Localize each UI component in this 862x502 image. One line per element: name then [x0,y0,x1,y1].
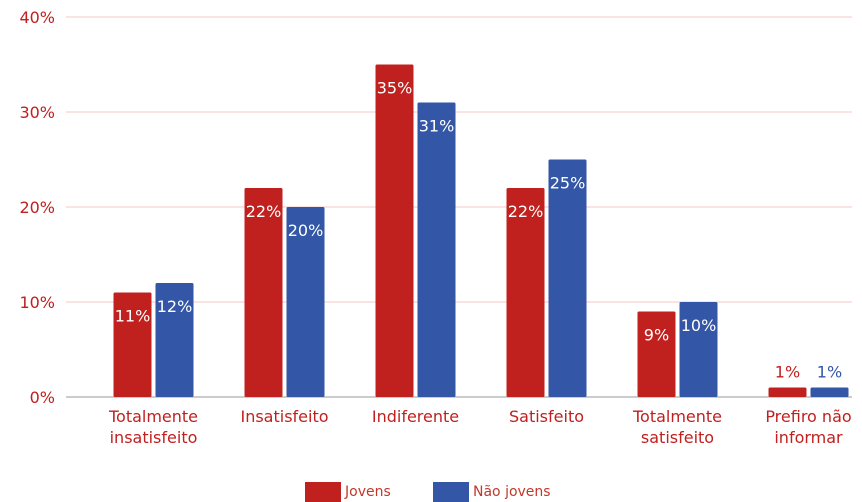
y-axis: 0% 10% 20% 30% 40% [19,8,55,407]
data-label: 31% [419,117,455,136]
legend-swatch-nao-jovens [433,482,469,502]
bar [810,387,849,397]
y-tick-label: 20% [19,198,55,217]
bar [113,292,152,397]
y-tick-label: 10% [19,293,55,312]
bar [637,311,676,397]
bar [768,387,807,397]
data-label: 9% [644,326,669,345]
data-label: 1% [775,363,800,382]
bar [375,64,414,397]
legend-item-jovens: Jovens [305,482,391,502]
data-label: 25% [550,174,586,193]
bar-labels: 11% 12% 22% 20% 35% 31% 22% 25% 9% 10% 1% 1% [115,79,842,382]
data-label: 1% [817,363,842,382]
x-axis: Totalmente insatisfeito Insatisfeito Indife… [108,407,852,447]
data-label: 11% [115,307,151,326]
x-tick-label: Satisfeito [509,407,584,426]
x-tick-label: Totalmente satisfeito [632,407,722,447]
data-label: 22% [246,202,282,221]
x-tick-label: Indiferente [372,407,459,426]
bar [417,102,456,397]
bar [679,302,718,397]
data-label: 20% [288,221,324,240]
bar [548,159,587,397]
x-tick-label: Insatisfeito [240,407,328,426]
data-label: 10% [681,316,717,335]
legend-swatch-jovens [305,482,341,502]
data-label: 12% [157,297,193,316]
x-tick-label: Prefiro não informar [765,407,851,447]
bar [506,188,545,397]
bar [155,283,194,397]
data-label: 22% [508,202,544,221]
y-tick-label: 0% [30,388,55,407]
grid [66,16,852,398]
y-tick-label: 40% [19,8,55,27]
bar [244,188,283,397]
data-label: 35% [377,79,413,98]
legend: Jovens Não jovens [0,482,862,502]
bar [286,207,325,397]
x-tick-label: Totalmente insatisfeito [108,407,198,447]
y-tick-label: 30% [19,103,55,122]
legend-label-jovens: Jovens [345,484,391,500]
legend-label-nao-jovens: Não jovens [473,484,551,500]
legend-item-nao-jovens: Não jovens [433,482,551,502]
bars [113,64,849,397]
